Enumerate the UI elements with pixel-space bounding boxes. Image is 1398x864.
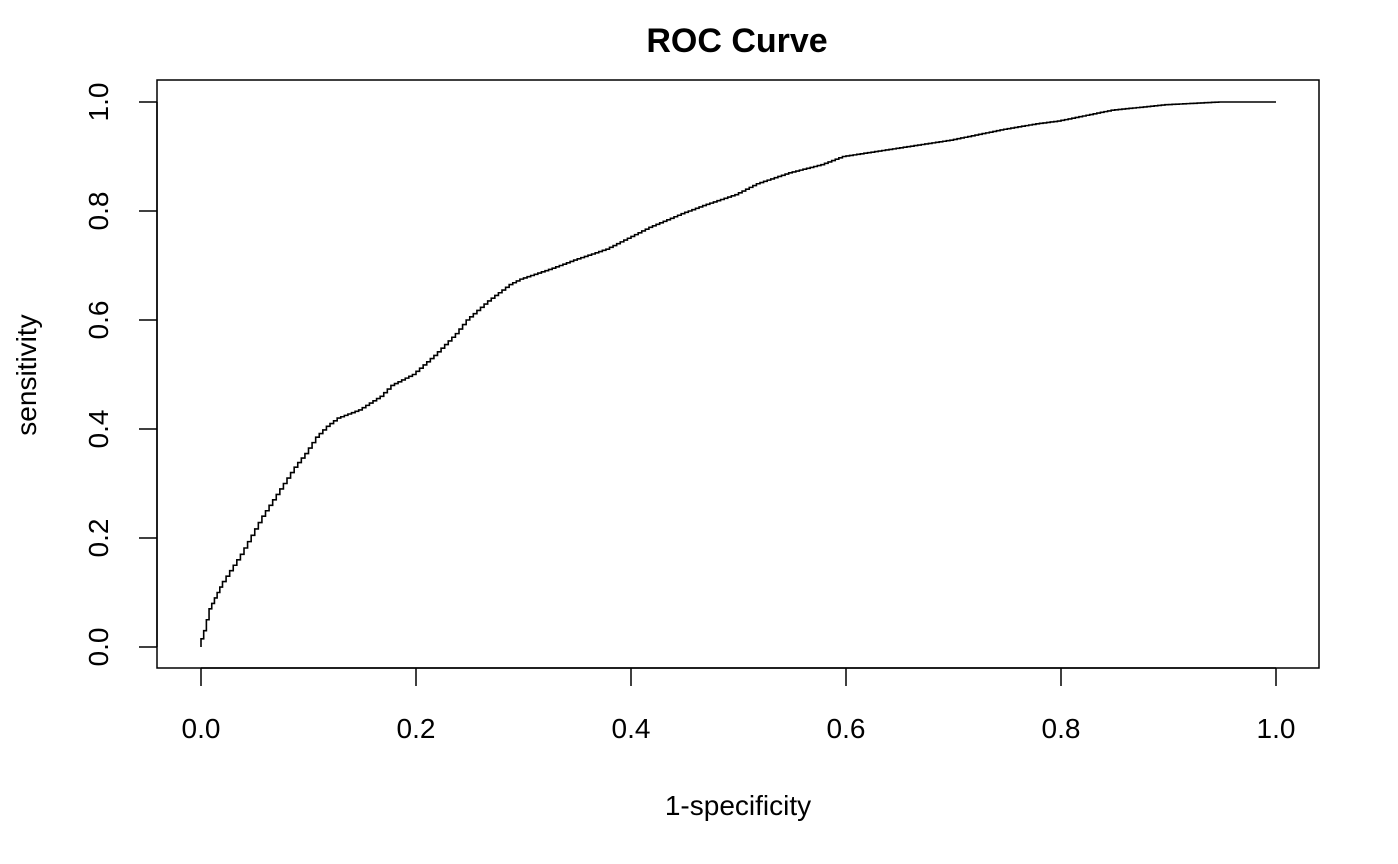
x-axis-label: 1-specificity [665, 790, 811, 821]
y-axis-label: sensitivity [11, 314, 42, 435]
y-axis: 0.0 0.2 0.4 0.6 0.8 1.0 [83, 83, 158, 667]
x-tick-label: 0.2 [397, 713, 436, 744]
x-tick-label: 0.4 [612, 713, 651, 744]
y-tick-label: 1.0 [83, 83, 114, 122]
y-tick-label: 0.6 [83, 301, 114, 340]
x-tick-label: 1.0 [1257, 713, 1296, 744]
plot-frame [156, 79, 1320, 669]
chart-title: ROC Curve [646, 22, 827, 60]
x-tick-label: 0.6 [827, 713, 866, 744]
x-tick-label: 0.0 [182, 713, 221, 744]
y-tick-label: 0.8 [83, 192, 114, 231]
x-axis: 0.0 0.2 0.4 0.6 0.8 1.0 [182, 667, 1296, 744]
x-tick-label: 0.8 [1042, 713, 1081, 744]
y-tick-label: 0.2 [83, 519, 114, 558]
roc-curve-line [200, 101, 1276, 647]
y-tick-label: 0.0 [83, 628, 114, 667]
y-tick-label: 0.4 [83, 410, 114, 449]
